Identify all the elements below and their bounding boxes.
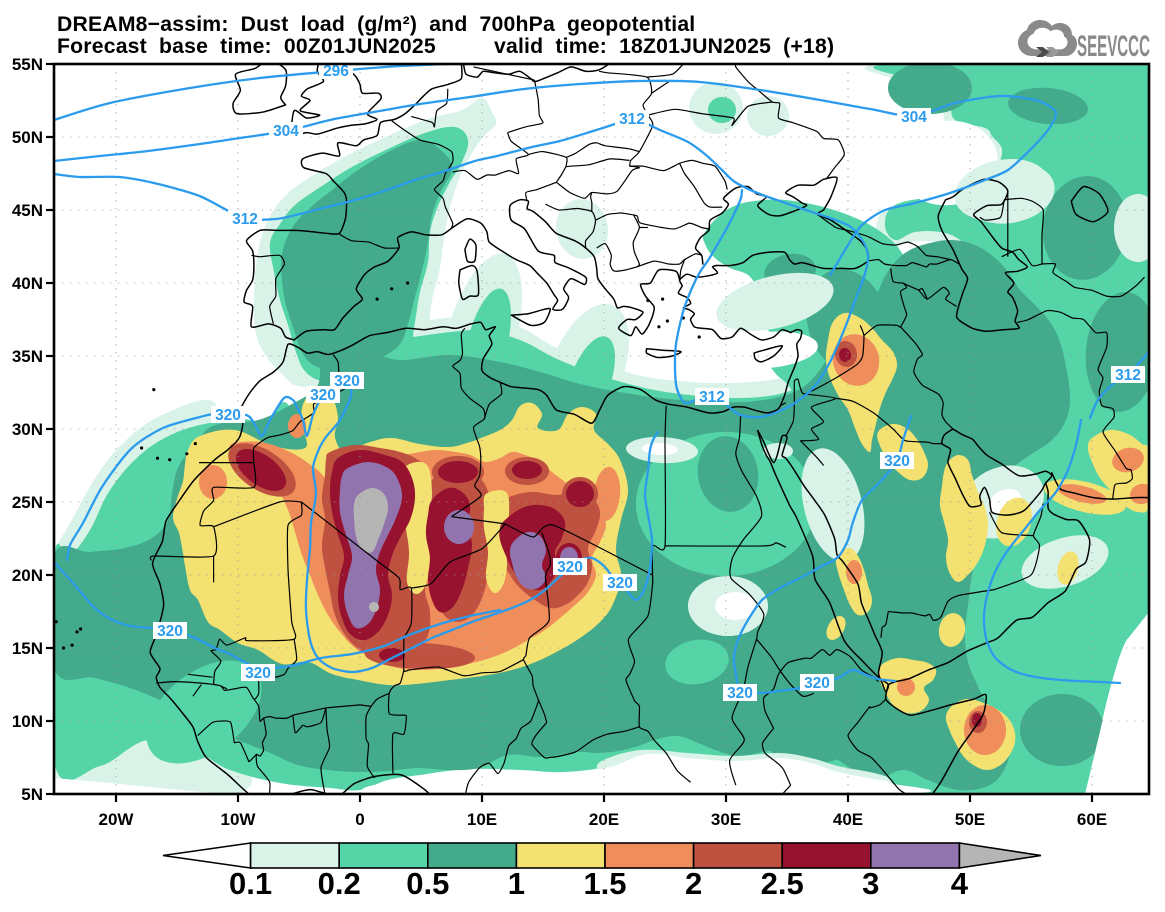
svg-text:304: 304 [901, 109, 927, 126]
svg-text:5N: 5N [21, 785, 43, 804]
svg-text:30E: 30E [711, 810, 741, 829]
svg-text:DREAM8−assim: Dust load (g/m²): DREAM8−assim: Dust load (g/m²) and 700hP… [57, 13, 695, 36]
svg-text:10N: 10N [12, 712, 43, 731]
svg-text:304: 304 [273, 123, 299, 140]
svg-text:15N: 15N [12, 639, 43, 658]
svg-text:320: 320 [334, 373, 360, 390]
svg-text:320: 320 [607, 575, 633, 592]
svg-text:40N: 40N [12, 274, 43, 293]
svg-text:45N: 45N [12, 201, 43, 220]
svg-text:312: 312 [619, 111, 645, 128]
svg-text:320: 320 [245, 665, 271, 682]
svg-text:320: 320 [884, 453, 910, 470]
svg-text:SEEVCCC: SEEVCCC [1077, 30, 1150, 63]
svg-text:30N: 30N [12, 420, 43, 439]
svg-text:40E: 40E [833, 810, 863, 829]
svg-text:0.5: 0.5 [406, 866, 449, 901]
svg-text:Forecast base time: 00Z01JUN20: Forecast base time: 00Z01JUN2025 [57, 35, 436, 58]
svg-text:320: 320 [157, 623, 183, 640]
svg-text:320: 320 [804, 675, 830, 692]
svg-text:320: 320 [310, 387, 336, 404]
svg-text:312: 312 [1115, 367, 1141, 384]
svg-text:50N: 50N [12, 128, 43, 147]
svg-text:2.5: 2.5 [761, 866, 804, 901]
svg-text:35N: 35N [12, 347, 43, 366]
svg-text:valid time: 18Z01JUN2025 (+18): valid time: 18Z01JUN2025 (+18) [494, 35, 834, 58]
svg-text:0: 0 [355, 810, 364, 829]
svg-text:10W: 10W [221, 810, 257, 829]
svg-text:60E: 60E [1077, 810, 1107, 829]
svg-text:50E: 50E [955, 810, 985, 829]
svg-text:320: 320 [215, 407, 241, 424]
svg-text:312: 312 [699, 389, 725, 406]
svg-text:10E: 10E [467, 810, 497, 829]
svg-text:3: 3 [862, 866, 879, 901]
svg-text:20N: 20N [12, 566, 43, 585]
svg-text:1: 1 [508, 866, 525, 901]
svg-text:20E: 20E [589, 810, 619, 829]
svg-text:0.1: 0.1 [229, 866, 272, 901]
svg-text:55N: 55N [12, 55, 43, 74]
svg-text:296: 296 [323, 63, 349, 80]
svg-text:0.2: 0.2 [318, 866, 361, 901]
svg-text:20W: 20W [99, 810, 135, 829]
svg-text:320: 320 [557, 559, 583, 576]
svg-text:312: 312 [232, 211, 258, 228]
svg-text:4: 4 [951, 866, 969, 901]
svg-text:2: 2 [685, 866, 702, 901]
svg-text:320: 320 [727, 685, 753, 702]
svg-text:25N: 25N [12, 493, 43, 512]
svg-text:1.5: 1.5 [583, 866, 626, 901]
